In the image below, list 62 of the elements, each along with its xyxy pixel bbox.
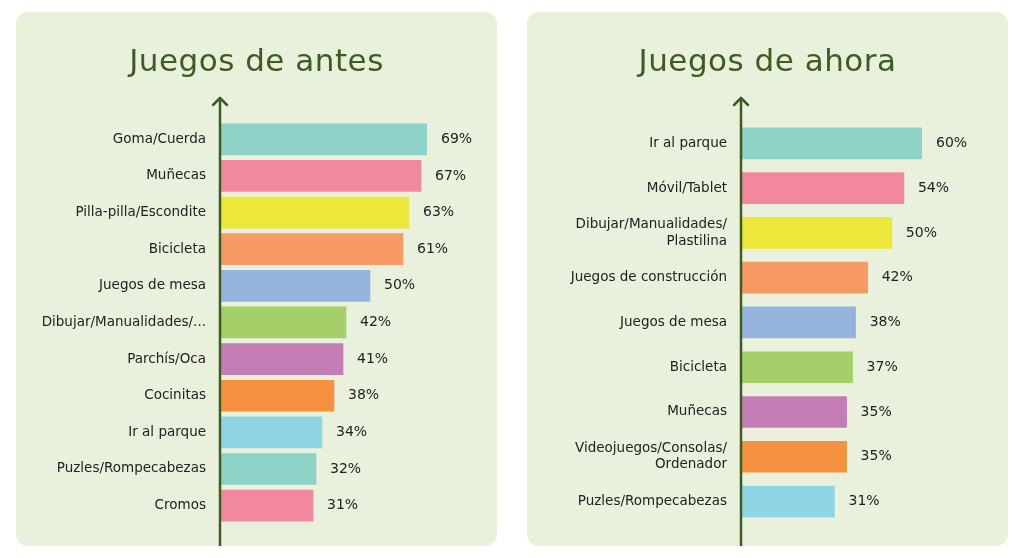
y-tick-label: Muñecas	[667, 402, 727, 419]
y-tick-label: Muñecas	[146, 166, 206, 183]
y-tick-label: Pilla-pilla/Escondite	[75, 203, 206, 220]
bar	[220, 160, 422, 192]
bar	[220, 416, 323, 449]
data-label: 60%	[936, 134, 968, 151]
data-label: 42%	[360, 313, 392, 330]
bar	[220, 196, 410, 229]
bar	[220, 123, 427, 156]
bar	[741, 440, 847, 473]
y-tick-label: Bicicleta	[669, 357, 727, 374]
bar	[741, 127, 922, 160]
bar	[220, 489, 314, 522]
bar	[741, 306, 856, 339]
data-label: 32%	[330, 459, 362, 476]
y-tick-label: Cromos	[154, 496, 206, 513]
y-tick-label: Cocinitas	[144, 386, 206, 403]
y-tick-label: Dibujar/Manualidades/...	[41, 312, 206, 329]
bar	[741, 351, 853, 384]
data-label: 50%	[905, 223, 937, 240]
y-tick-label: Ir al parque	[649, 133, 727, 150]
y-tick-label: Móvil/Tablet	[646, 178, 727, 195]
data-label: 61%	[417, 239, 449, 256]
data-label: 42%	[881, 268, 913, 285]
bar	[741, 261, 869, 294]
data-label: 31%	[327, 496, 359, 513]
data-label: 38%	[869, 313, 901, 330]
y-tick-label: Ir al parque	[128, 422, 206, 439]
y-tick-label: Videojuegos/Consolas/ Ordenador	[575, 439, 728, 472]
data-label: 31%	[848, 492, 880, 509]
bar	[220, 269, 371, 302]
data-label: 50%	[384, 276, 416, 293]
bar	[220, 379, 335, 412]
y-tick-label: Juegos de mesa	[98, 276, 206, 293]
bar	[220, 233, 404, 266]
data-label: 37%	[866, 357, 898, 374]
bar	[741, 485, 835, 518]
data-label: 38%	[348, 386, 380, 403]
bar	[220, 306, 347, 339]
data-label: 34%	[336, 422, 368, 439]
y-tick-label: Bicicleta	[148, 239, 206, 256]
data-label: 67%	[435, 166, 467, 183]
y-tick-label: Parchís/Oca	[127, 349, 206, 366]
data-label: 63%	[423, 203, 455, 220]
bar	[220, 453, 317, 485]
chart-title: Juegos de ahora	[636, 42, 898, 78]
bar	[741, 217, 893, 249]
data-label: 54%	[917, 178, 950, 195]
chart-title: Juegos de antes	[126, 42, 385, 78]
bar	[220, 343, 344, 375]
bar	[741, 172, 905, 204]
bar	[741, 396, 847, 428]
y-tick-label: Dibujar/Manualidades/ Plastilina	[575, 215, 728, 248]
data-label: 35%	[860, 402, 892, 419]
data-label: 69%	[441, 129, 473, 146]
y-tick-label: Goma/Cuerda	[112, 129, 206, 146]
data-label: 41%	[357, 349, 389, 366]
y-tick-label: Juegos de construcción	[569, 268, 727, 285]
data-label: 35%	[860, 447, 892, 464]
y-tick-label: Puzles/Rompecabezas	[577, 492, 727, 509]
y-tick-label: Juegos de mesa	[619, 312, 727, 329]
y-tick-label: Puzles/Rompecabezas	[56, 459, 206, 476]
